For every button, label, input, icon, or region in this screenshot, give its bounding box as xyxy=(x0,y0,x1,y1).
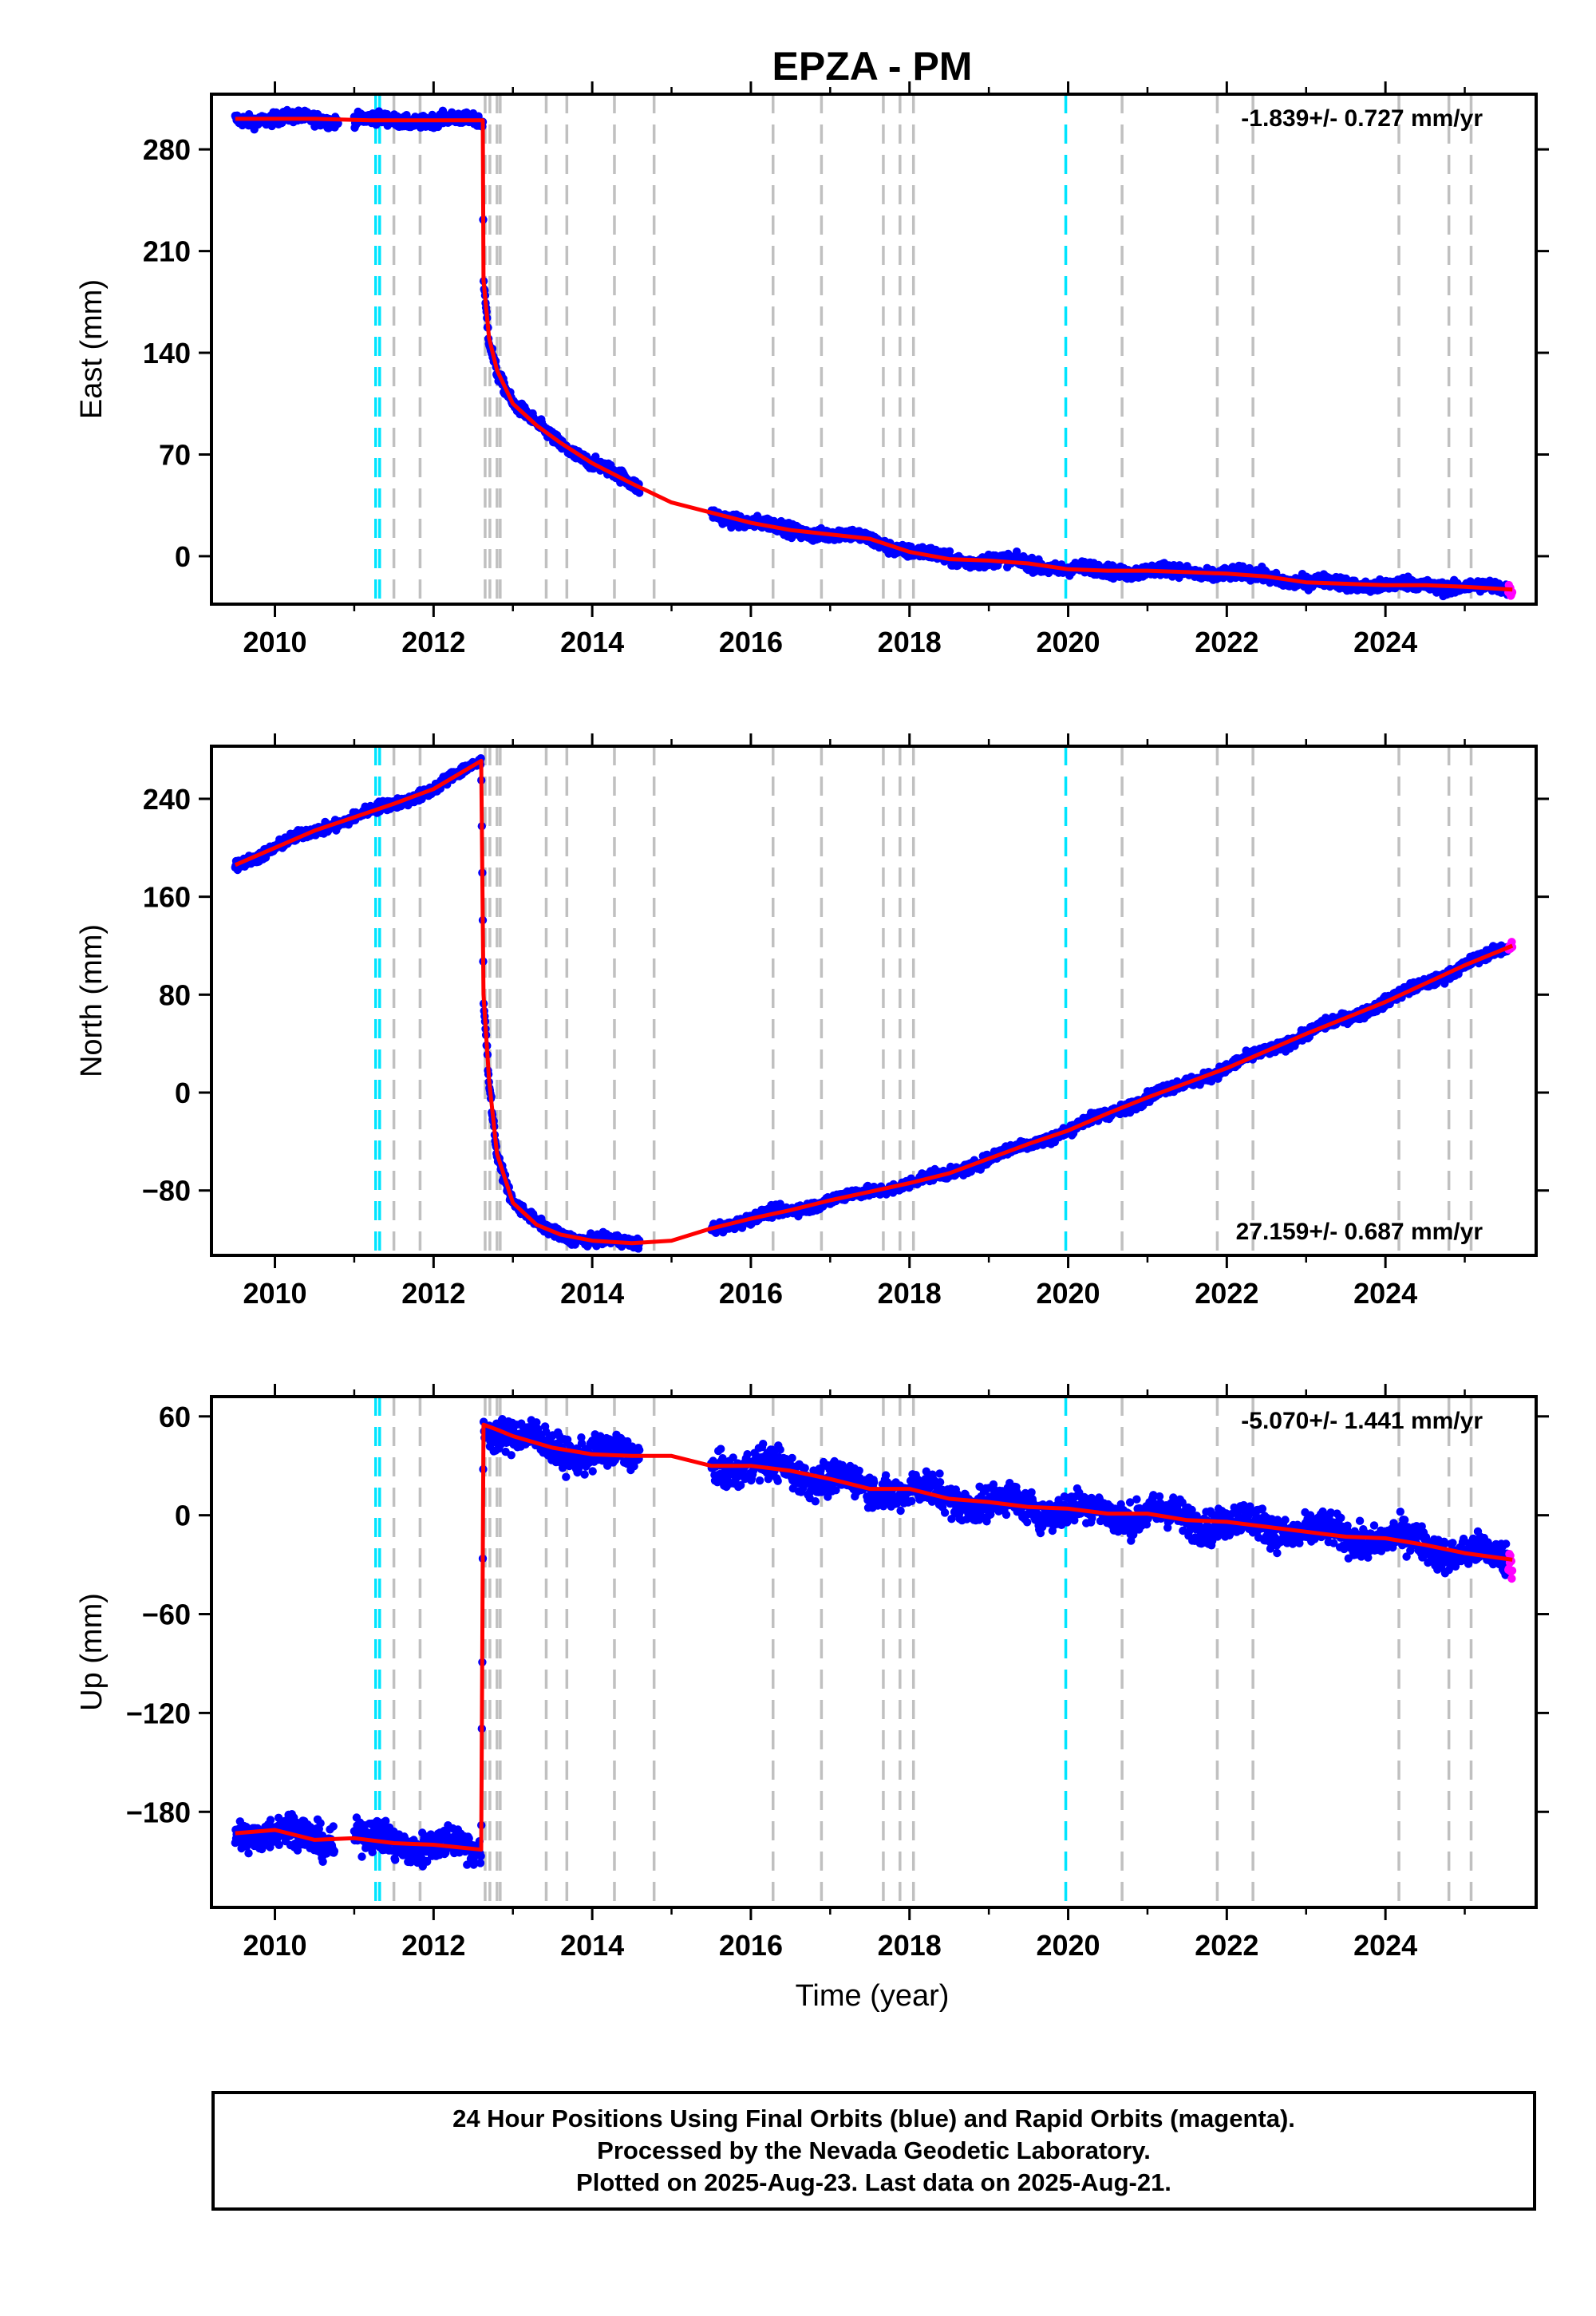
north-plot-area xyxy=(231,746,1517,1255)
north-panel: 2010 2012 2014 2016 2018 2020 2022 2024−8008016… xyxy=(75,733,1549,1310)
x-tick-label: 2024 xyxy=(1353,626,1417,658)
east-frame xyxy=(210,93,1538,606)
east-y-axis-label: East (mm) xyxy=(75,279,109,419)
x-tick-label: 2022 xyxy=(1195,626,1258,658)
final-point xyxy=(1028,553,1037,563)
figure-title: EPZA - PM xyxy=(772,44,973,89)
y-tick-label: 280 xyxy=(143,133,191,166)
x-tick-label: 2014 xyxy=(560,626,624,658)
north-data-points xyxy=(231,754,1517,1253)
final-point xyxy=(635,488,644,497)
east-panel: 2010 2012 2014 2016 2018 2020 2022 2024 0 70 140 21… xyxy=(75,81,1549,658)
y-tick-label: 210 xyxy=(143,235,191,268)
y-tick-label: 70 xyxy=(159,438,191,471)
east-rate-label: -1.839+/- 0.727 mm/yr xyxy=(1241,105,1483,132)
east-model-line xyxy=(235,117,1513,592)
x-tick-label: 2012 xyxy=(401,626,465,658)
y-tick-label: 140 xyxy=(143,337,191,370)
x-tick-label: 2010 xyxy=(243,626,306,658)
x-tick-label: 2018 xyxy=(878,626,942,658)
x-tick-label: 2016 xyxy=(719,626,783,658)
x-tick-label: 2020 xyxy=(1036,626,1100,658)
east-plot-area xyxy=(231,94,1517,604)
y-tick-label: 0 xyxy=(175,540,191,573)
east-data-points xyxy=(231,105,1517,601)
